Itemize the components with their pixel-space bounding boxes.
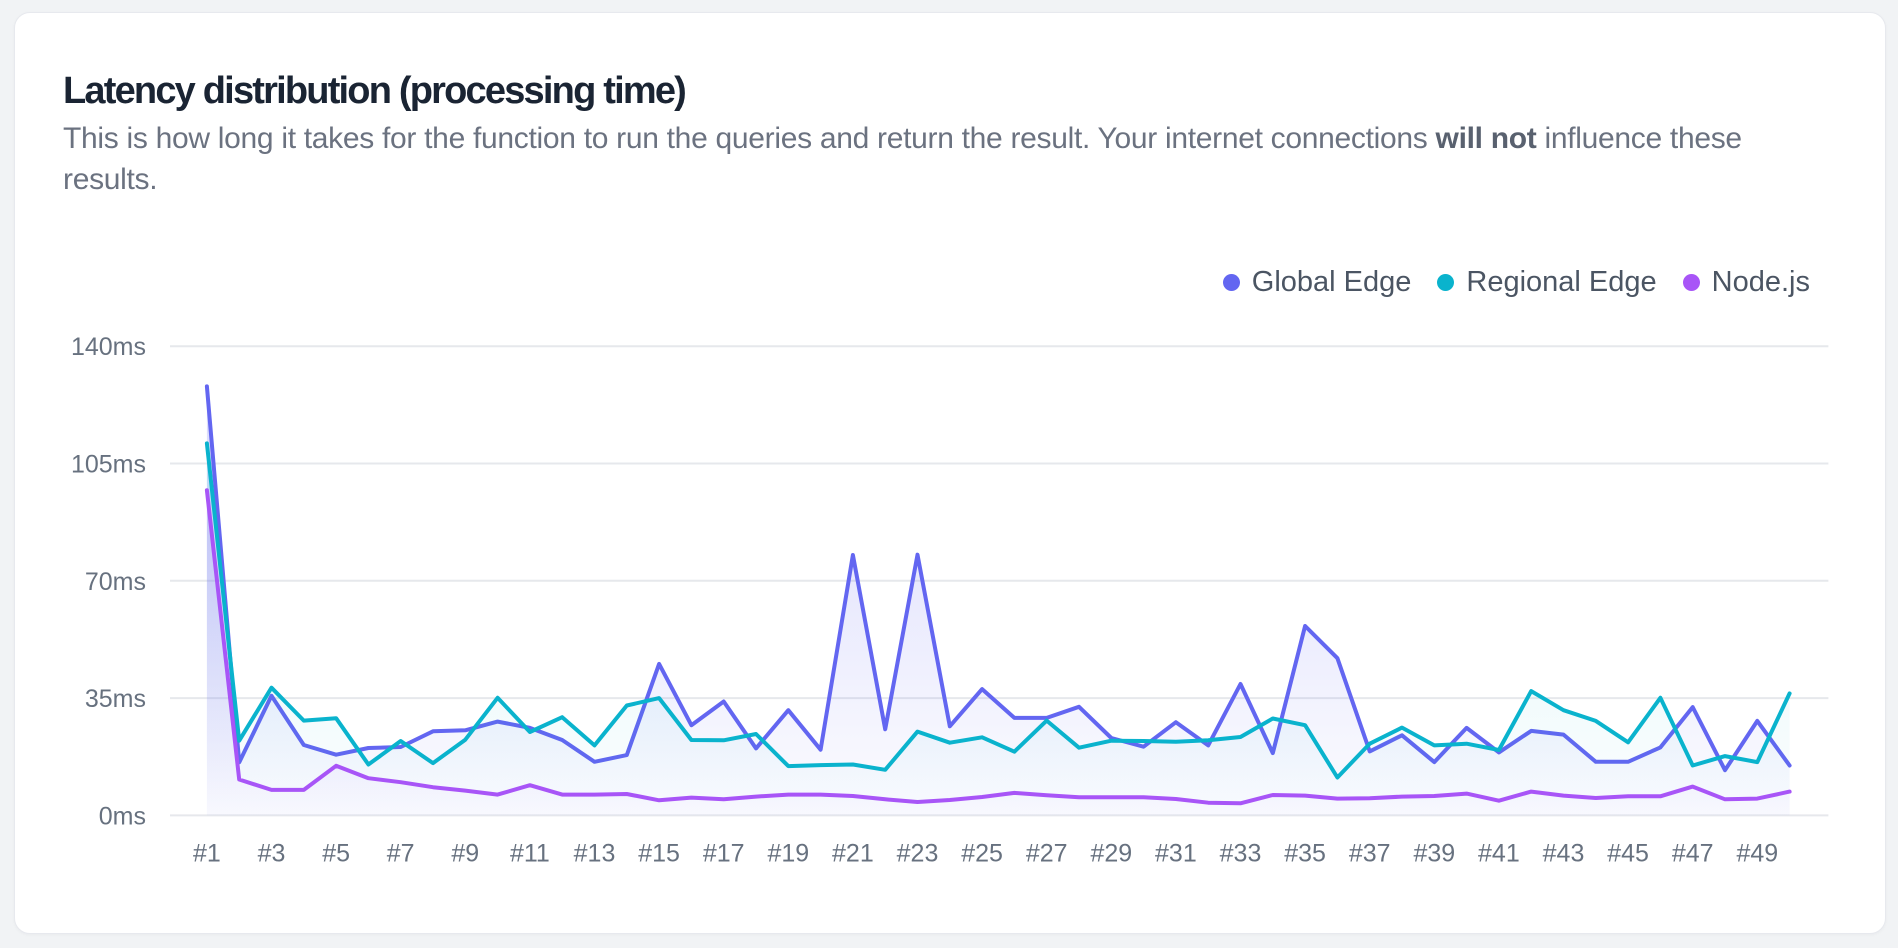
svg-text:#23: #23 <box>897 840 939 868</box>
svg-text:#11: #11 <box>510 840 550 868</box>
svg-text:#27: #27 <box>1026 840 1068 868</box>
svg-text:#17: #17 <box>703 840 745 868</box>
svg-text:#19: #19 <box>767 840 809 868</box>
svg-text:0ms: 0ms <box>99 802 146 830</box>
svg-text:#35: #35 <box>1284 840 1326 868</box>
svg-text:#5: #5 <box>322 840 350 868</box>
svg-text:140ms: 140ms <box>71 333 146 361</box>
svg-text:#31: #31 <box>1155 840 1197 868</box>
svg-text:#49: #49 <box>1736 840 1778 868</box>
svg-text:#47: #47 <box>1672 840 1714 868</box>
svg-text:#25: #25 <box>961 840 1003 868</box>
svg-text:#43: #43 <box>1543 840 1585 868</box>
svg-text:#15: #15 <box>638 840 680 868</box>
svg-text:#7: #7 <box>387 840 415 868</box>
svg-text:#21: #21 <box>832 840 874 868</box>
svg-text:#13: #13 <box>574 840 616 868</box>
svg-text:35ms: 35ms <box>85 685 146 713</box>
svg-text:#39: #39 <box>1413 840 1455 868</box>
svg-text:#37: #37 <box>1349 840 1391 868</box>
svg-text:#45: #45 <box>1607 840 1649 868</box>
svg-text:#3: #3 <box>258 840 286 868</box>
svg-text:#33: #33 <box>1220 840 1262 868</box>
svg-text:#29: #29 <box>1090 840 1132 868</box>
svg-text:#41: #41 <box>1478 840 1520 868</box>
svg-text:105ms: 105ms <box>71 451 146 479</box>
svg-text:70ms: 70ms <box>85 568 146 596</box>
svg-text:#1: #1 <box>193 840 221 868</box>
svg-text:#9: #9 <box>451 840 479 868</box>
